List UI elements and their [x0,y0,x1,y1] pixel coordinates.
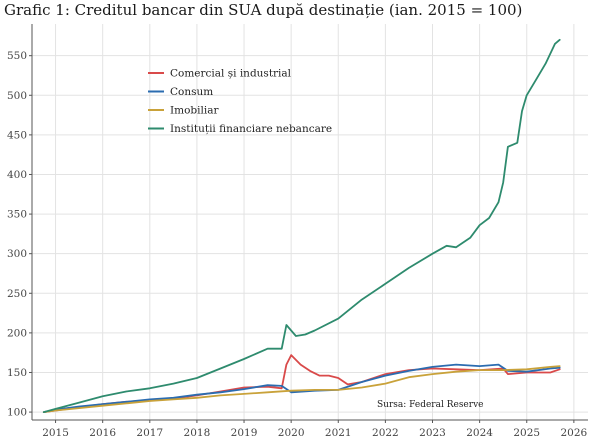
y-tick-label: 450 [7,129,27,141]
y-tick-label: 350 [7,209,27,221]
legend: Comercial și industrial Consum Imobiliar In… [148,68,332,135]
x-tick-label: 2019 [231,427,258,439]
y-tick-label: 400 [7,169,27,181]
grid-layer [32,24,588,420]
x-tick-label: 2023 [419,427,446,439]
legend-label: Comercial și industrial [170,68,292,80]
legend-label: Imobiliar [170,105,219,117]
y-tick-label: 150 [7,367,27,379]
x-tick-label: 2017 [136,427,163,439]
source-note: Sursa: Federal Reserve [377,400,483,410]
series-layer [42,38,561,414]
y-tick-label: 200 [7,327,27,339]
x-tick-label: 2026 [560,427,587,439]
x-tick-label: 2022 [372,427,399,439]
series-line-4 [42,38,561,414]
axis-layer: 100 150 200 250 300 350 400 450 500 550 2015 2016 20… [7,24,588,439]
chart-title: Grafic 1: Creditul bancar din SUA după d… [4,1,523,19]
legend-label: Consum [170,86,213,98]
series-line-2 [42,363,561,414]
x-tick-label: 2020 [278,427,305,439]
y-tick-label: 500 [7,90,27,102]
series-line-3 [42,365,561,414]
y-tick-label: 550 [7,50,27,62]
x-tick-label: 2018 [184,427,211,439]
x-tick-label: 2021 [325,427,352,439]
x-tick-label: 2025 [513,427,540,439]
y-tick-label: 300 [7,248,27,260]
y-tick-label: 100 [7,407,27,419]
x-tick-label: 2015 [42,427,69,439]
y-tick-label: 250 [7,288,27,300]
legend-label: Instituții financiare nebancare [170,123,332,135]
x-tick-label: 2016 [89,427,116,439]
x-tick-label: 2024 [466,427,493,439]
